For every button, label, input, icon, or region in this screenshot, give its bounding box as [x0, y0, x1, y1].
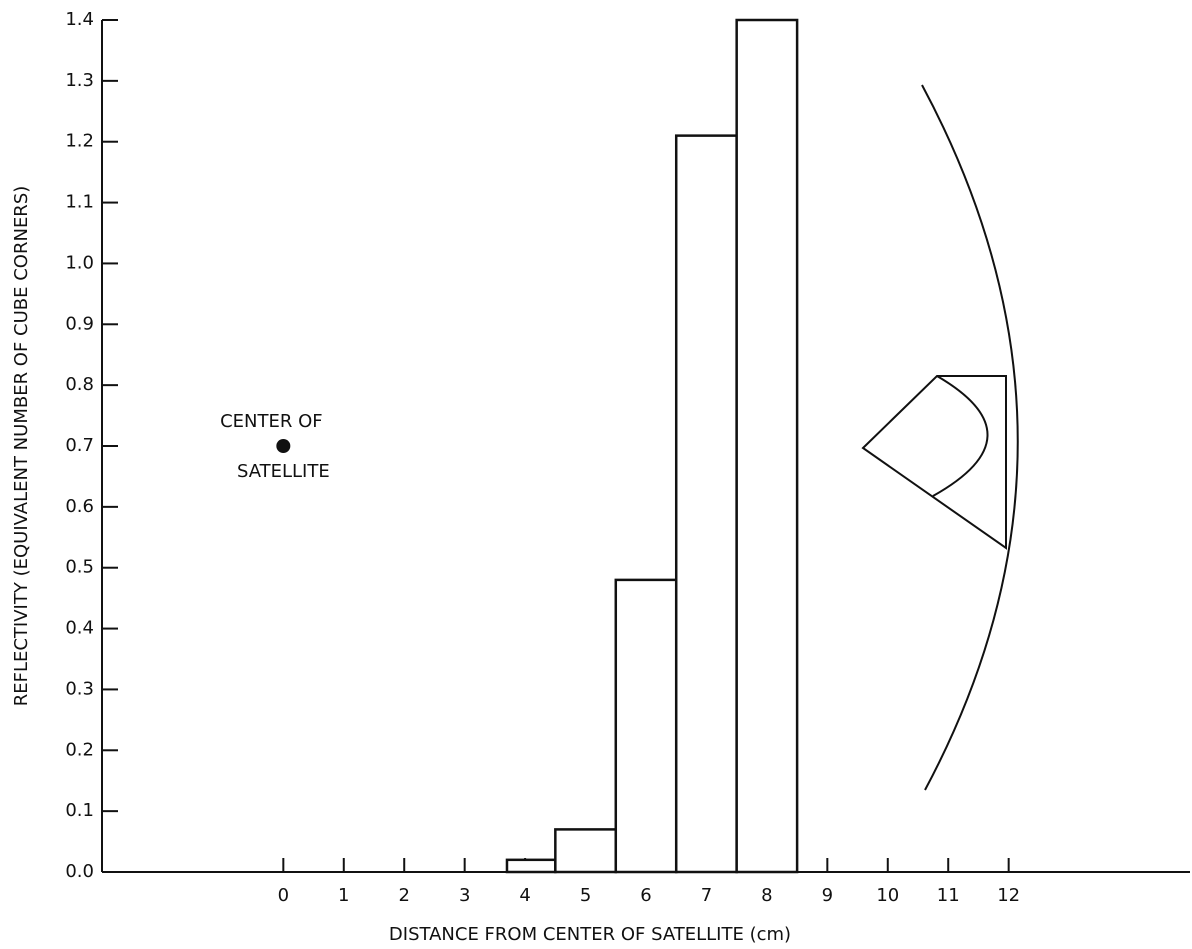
center-dot — [276, 439, 291, 453]
x-tick-label: 9 — [822, 885, 833, 906]
x-tick-label: 5 — [580, 885, 591, 906]
y-tick-label: 1.0 — [65, 252, 94, 273]
x-tick-label: 7 — [701, 885, 712, 906]
bar — [735, 18, 799, 874]
y-tick-label: 0.0 — [65, 861, 94, 882]
x-tick-label: 11 — [937, 885, 960, 906]
cube-corner-face — [932, 375, 989, 497]
x-tick-label: 1 — [338, 885, 349, 906]
y-tick-label: 0.4 — [65, 618, 94, 639]
y-tick-label: 1.2 — [65, 131, 94, 152]
x-tick-label: 10 — [876, 885, 899, 906]
x-axis-title: DISTANCE FROM CENTER OF SATELLITE (cm) — [389, 924, 791, 945]
y-tick-label: 0.2 — [65, 739, 94, 760]
y-tick-label: 1.4 — [65, 9, 94, 30]
x-tick-label: 12 — [997, 885, 1020, 906]
x-tick-label: 0 — [278, 885, 289, 906]
x-tick-label: 2 — [398, 885, 409, 906]
x-tick-label: 4 — [519, 885, 530, 906]
y-tick-label: 1.1 — [65, 192, 94, 213]
bar — [614, 578, 678, 874]
annotation: SATELLITE — [237, 461, 330, 482]
y-tick-label: 0.9 — [65, 313, 94, 334]
satellite-outline — [921, 84, 1019, 791]
bar — [674, 134, 738, 874]
y-tick-label: 1.3 — [65, 70, 94, 91]
y-tick-label: 0.3 — [65, 678, 94, 699]
x-tick-label: 6 — [640, 885, 651, 906]
y-tick-label: 0.5 — [65, 557, 94, 578]
y-tick-label: 0.8 — [65, 374, 94, 395]
y-tick-label: 0.6 — [65, 496, 94, 517]
cube-corner — [861, 375, 1007, 550]
y-tick-label: 0.7 — [65, 435, 94, 456]
annotation: CENTER OF — [220, 411, 323, 432]
x-tick-label: 3 — [459, 885, 470, 906]
y-axis-title: REFLECTIVITY (EQUIVALENT NUMBER OF CUBE … — [11, 186, 32, 707]
bar — [505, 858, 557, 874]
x-tick-label: 8 — [761, 885, 772, 906]
y-tick-label: 0.1 — [65, 800, 94, 821]
bar — [554, 828, 618, 874]
